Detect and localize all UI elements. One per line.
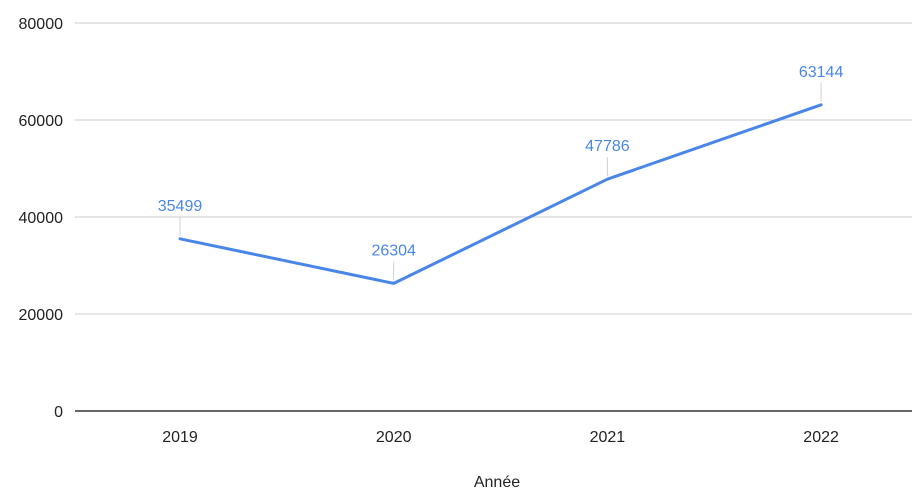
x-tick-label-2021: 2021 bbox=[590, 429, 626, 446]
series-layer bbox=[178, 103, 823, 285]
data-label-2021: 47786 bbox=[585, 138, 630, 155]
x-axis-title: Année bbox=[474, 474, 520, 491]
data-label-2022: 63144 bbox=[799, 64, 844, 81]
data-label-2019: 35499 bbox=[158, 198, 203, 215]
y-tick-label-40000: 40000 bbox=[19, 210, 64, 227]
y-tick-label-0: 0 bbox=[54, 404, 63, 421]
y-tick-label-20000: 20000 bbox=[19, 307, 64, 324]
label-layer: 35499 26304 47786 63144 bbox=[158, 64, 844, 281]
y-tick-label-60000: 60000 bbox=[19, 113, 64, 130]
x-tick-label-2022: 2022 bbox=[803, 429, 839, 446]
x-tick-label-2020: 2020 bbox=[376, 429, 412, 446]
series-line-0 bbox=[178, 103, 823, 285]
grid-layer: 0 20000 40000 60000 80000 2019 2020 2021 2022 bbox=[19, 16, 912, 446]
x-tick-label-2019: 2019 bbox=[162, 429, 198, 446]
y-tick-label-80000: 80000 bbox=[19, 16, 64, 33]
data-label-2020: 26304 bbox=[371, 242, 416, 259]
